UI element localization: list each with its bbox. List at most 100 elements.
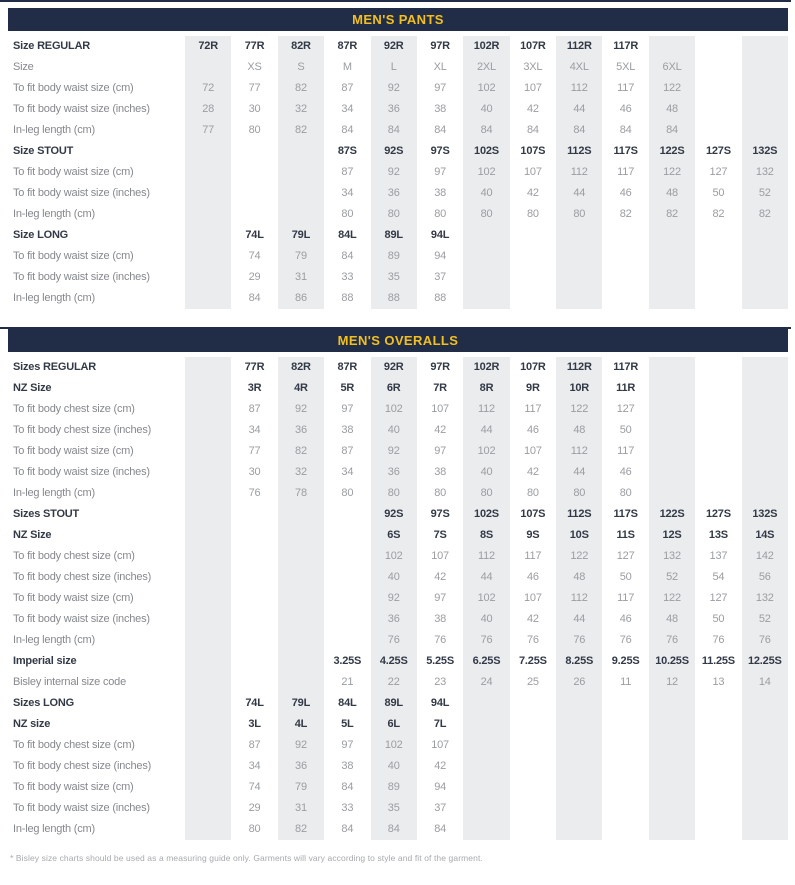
mens-overalls-body: Sizes REGULAR 77R 82R 87R 92R 97R 102R 107R 112R… xyxy=(8,357,788,840)
size-cell: 102 xyxy=(463,78,510,99)
size-cell: 48 xyxy=(648,99,696,120)
size-cell xyxy=(463,777,510,798)
size-cell: 14 xyxy=(741,672,788,693)
size-cell xyxy=(324,504,370,525)
row-label: To fit body waist size (inches) xyxy=(13,613,150,625)
table-row: Size REGULAR 72R 77R 82R 87R 92R 97R 102R 107R 11… xyxy=(8,36,788,57)
size-cell xyxy=(741,288,788,309)
size-cell: 84 xyxy=(341,250,354,262)
size-cell: 94L xyxy=(430,697,450,709)
size-cell xyxy=(231,546,277,567)
size-cell: 4L xyxy=(277,714,325,735)
size-cell: 40 xyxy=(370,420,417,441)
size-cell: 46 xyxy=(619,613,632,625)
size-cell: 80 xyxy=(341,487,354,499)
size-cell xyxy=(463,267,510,288)
size-cell xyxy=(695,441,741,462)
size-cell: 77 xyxy=(248,445,261,457)
size-cell xyxy=(231,204,277,225)
size-cell xyxy=(695,225,741,246)
size-cell: 46 xyxy=(619,466,632,478)
size-cell xyxy=(648,441,696,462)
size-cell xyxy=(185,567,232,588)
size-cell: 76 xyxy=(248,487,261,499)
table-row: NZ size 3L 4L 5L 6L 7L xyxy=(8,714,788,735)
size-cell xyxy=(695,462,741,483)
size-cell xyxy=(648,36,696,57)
size-cell: 48 xyxy=(556,567,603,588)
size-cell: 6S xyxy=(370,525,417,546)
size-cell: 38 xyxy=(434,187,447,199)
size-cell xyxy=(185,399,232,420)
size-cell: 112S xyxy=(556,141,603,162)
size-cell: 9.25S xyxy=(611,655,640,667)
size-cell xyxy=(231,588,277,609)
size-cell: 77R xyxy=(244,40,265,52)
size-cell xyxy=(510,714,556,735)
size-cell: 122 xyxy=(556,546,603,567)
size-cell: 42 xyxy=(434,424,447,436)
size-cell xyxy=(510,735,556,756)
size-cell xyxy=(231,183,277,204)
size-cell: 122 xyxy=(648,162,696,183)
size-cell: 88 xyxy=(434,292,447,304)
size-cell: 40 xyxy=(463,183,510,204)
size-cell: 23 xyxy=(434,676,447,688)
size-cell: 97 xyxy=(341,739,354,751)
size-cell: 84L xyxy=(338,229,357,241)
size-cell: 122S xyxy=(648,504,696,525)
size-cell: 112R xyxy=(556,36,603,57)
size-cell: 7S xyxy=(433,529,447,541)
size-cell: 76 xyxy=(741,630,788,651)
size-cell: 82 xyxy=(277,441,325,462)
size-cell: 40 xyxy=(463,609,510,630)
row-label: To fit body waist size (cm) xyxy=(13,781,134,793)
size-cell: 46 xyxy=(526,571,539,583)
size-cell: 52 xyxy=(741,609,788,630)
size-cell: 36 xyxy=(277,420,325,441)
row-label: To fit body waist size (cm) xyxy=(13,166,134,178)
size-cell: 112 xyxy=(463,399,510,420)
size-cell: 34 xyxy=(341,466,354,478)
size-cell: 112R xyxy=(556,357,603,378)
size-cell: 127S xyxy=(705,508,731,520)
size-cell xyxy=(324,609,370,630)
size-cell: 107R xyxy=(520,361,546,373)
table-row: NZ Size 3R 4R 5R 6R 7R 8R 9R 10R 11R xyxy=(8,378,788,399)
table-row: Sizes STOUT 92S 97S 102S 107S 112S 117S 122S 127… xyxy=(8,504,788,525)
size-cell xyxy=(556,714,603,735)
size-cell: 122 xyxy=(648,78,696,99)
size-cell: 52 xyxy=(648,567,696,588)
size-cell xyxy=(185,225,232,246)
size-cell: 77 xyxy=(185,120,232,141)
size-cell xyxy=(185,735,232,756)
size-cell: 82 xyxy=(712,208,725,220)
size-cell: 76 xyxy=(712,634,725,646)
size-cell: 122S xyxy=(648,141,696,162)
row-label: To fit body waist size (inches) xyxy=(13,271,150,283)
size-cell xyxy=(185,483,232,504)
size-cell xyxy=(277,672,325,693)
size-cell: 82 xyxy=(277,120,325,141)
size-cell: 92R xyxy=(370,36,417,57)
size-cell: 7R xyxy=(433,382,447,394)
size-cell: 107R xyxy=(520,40,546,52)
size-cell: 40 xyxy=(463,99,510,120)
size-cell: 127 xyxy=(709,166,728,178)
size-cell xyxy=(185,588,232,609)
size-cell: 36 xyxy=(370,462,417,483)
table-row: Bisley internal size code 21 22 23 24 25 26 11 1… xyxy=(8,672,788,693)
size-cell: 76 xyxy=(434,634,447,646)
table-row: Size STOUT 87S 92S 97S 102S 107S 112S 117S 122S 1… xyxy=(8,141,788,162)
size-cell: 84 xyxy=(648,120,696,141)
size-cell: 30 xyxy=(248,466,261,478)
size-cell: 112 xyxy=(556,78,603,99)
size-cell: 34 xyxy=(341,187,354,199)
size-cell: 92 xyxy=(370,162,417,183)
size-cell: 102R xyxy=(463,36,510,57)
size-cell: 112 xyxy=(556,162,603,183)
mens-pants-body: Size REGULAR 72R 77R 82R 87R 92R 97R 102R 107R 11… xyxy=(8,36,788,309)
table-row: In-leg length (cm) 76 78 80 80 80 80 80 80 80 xyxy=(8,483,788,504)
size-cell: 36 xyxy=(370,99,417,120)
size-cell: 30 xyxy=(248,103,261,115)
